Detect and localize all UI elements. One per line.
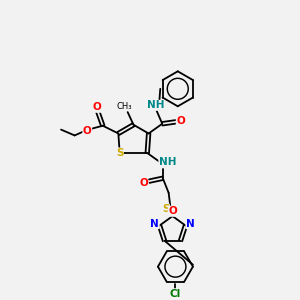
Text: O: O [168, 206, 177, 216]
Text: O: O [93, 102, 101, 112]
Text: N: N [150, 219, 159, 229]
Text: O: O [83, 126, 92, 136]
Text: O: O [139, 178, 148, 188]
Text: N: N [186, 219, 195, 229]
Text: NH: NH [147, 100, 164, 110]
Text: S: S [162, 204, 169, 214]
Text: O: O [176, 116, 185, 126]
Text: S: S [116, 148, 124, 158]
Text: Cl: Cl [170, 289, 181, 299]
Text: NH: NH [159, 157, 176, 167]
Text: CH₃: CH₃ [116, 102, 131, 111]
